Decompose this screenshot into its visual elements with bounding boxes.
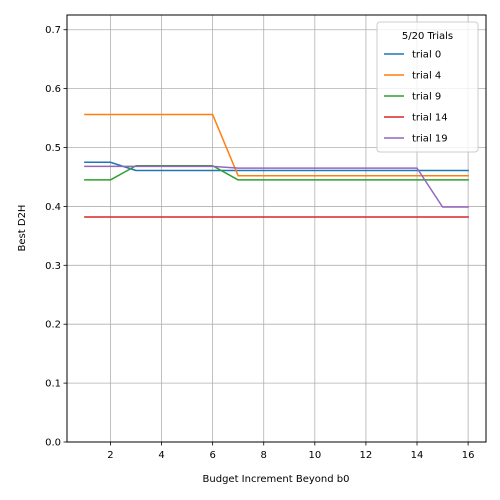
- y-axis-label: Best D2H: [17, 205, 28, 252]
- x-axis-ticks: 2 4 6 8 10 12 14 16: [107, 442, 474, 461]
- legend-label: trial 4: [412, 71, 441, 82]
- y-tick-label: 0.5: [45, 143, 61, 154]
- x-tick-label: 16: [462, 450, 475, 461]
- legend: 5/20 Trials trial 0 trial 4 trial 9 trial 1…: [377, 22, 478, 152]
- legend-label: trial 0: [412, 50, 441, 61]
- legend-label: trial 14: [412, 113, 448, 124]
- x-axis-label: Budget Increment Beyond b0: [203, 474, 350, 485]
- legend-title: 5/20 Trials: [402, 31, 453, 42]
- y-tick-label: 0.4: [45, 202, 61, 213]
- x-tick-label: 8: [261, 450, 267, 461]
- series-line-trial-19: [85, 166, 468, 207]
- legend-label: trial 19: [412, 134, 448, 145]
- x-tick-label: 4: [158, 450, 164, 461]
- y-tick-label: 0.2: [45, 320, 61, 331]
- legend-label: trial 9: [412, 92, 441, 103]
- y-tick-label: 0.3: [45, 261, 61, 272]
- x-tick-label: 12: [360, 450, 373, 461]
- x-tick-label: 2: [107, 450, 113, 461]
- x-tick-label: 14: [411, 450, 424, 461]
- y-tick-label: 0.6: [45, 84, 61, 95]
- y-tick-label: 0.0: [45, 438, 61, 449]
- x-tick-label: 6: [209, 450, 215, 461]
- y-tick-label: 0.1: [45, 379, 61, 390]
- x-tick-label: 10: [308, 450, 321, 461]
- y-axis-ticks: 0.0 0.1 0.2 0.3 0.4 0.5 0.6 0.7: [45, 25, 67, 448]
- y-tick-label: 0.7: [45, 25, 61, 36]
